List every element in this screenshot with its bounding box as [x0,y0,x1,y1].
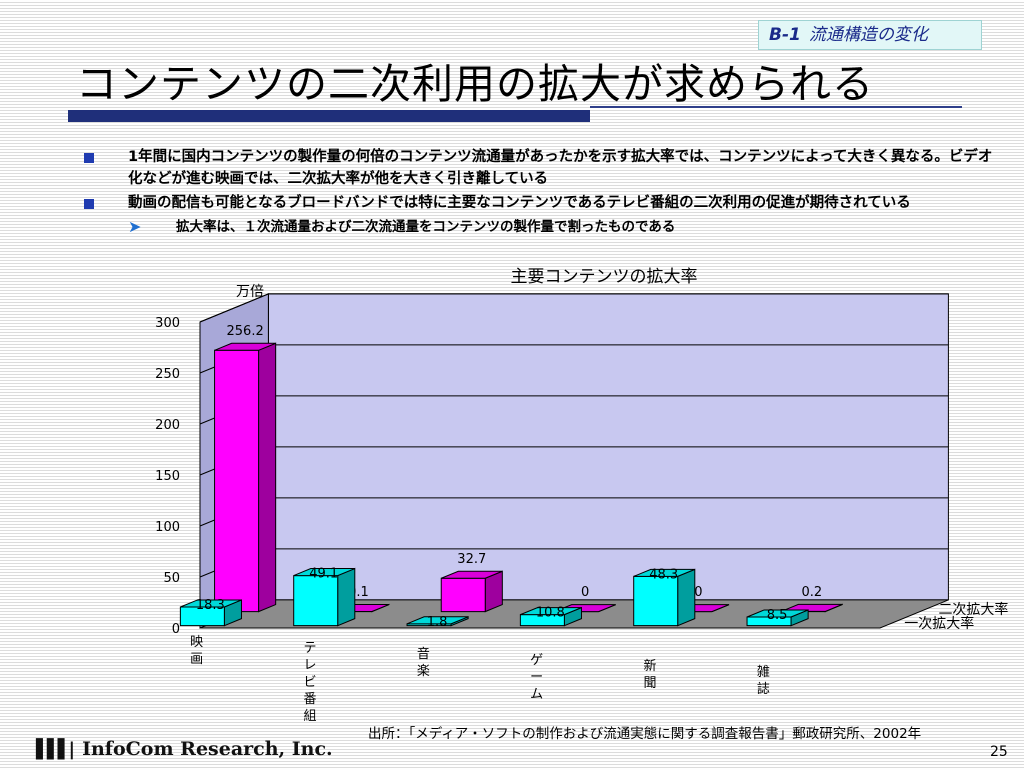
y-tick-label: 0 [172,622,180,637]
section-code: B-1 [769,25,801,45]
secondary-bar [214,342,277,613]
y-tick-label: 150 [155,469,180,484]
logo-bars-icon: ▌▌▌| [36,739,75,760]
bar-top-face [293,568,355,577]
category-label: 音楽 [417,646,430,679]
primary-bar [633,568,696,627]
bar-front-face [293,575,339,627]
bar-front-face [440,577,486,613]
bar-side-face [337,567,356,627]
arrow-bullet-icon: ➤ [128,217,142,236]
primary-bar [746,609,809,627]
bar-front-face [214,349,260,613]
bar-side-face [677,568,696,627]
y-tick-label: 300 [155,316,180,331]
section-tag: B-1 流通構造の変化 [758,20,982,50]
page-number: 25 [990,744,1008,760]
primary-bar [406,616,469,627]
bullet-item: 1年間に国内コンテンツの製作量の何倍のコンテンツ流通量があったかを示す拡大率では… [80,146,1000,190]
company-name: InfoCom Research, Inc. [82,738,333,760]
sub-bullet-item: ➤ 拡大率は、１次流通量および二次流通量をコンテンツの製作量で割ったものである [80,216,1000,238]
secondary-bar [440,570,503,613]
bar-top-face [520,607,582,616]
page-title: コンテンツの二次利用の拡大が求められる [76,60,874,108]
bar-top-face [441,570,503,579]
secondary-value-label: 32.7 [457,552,486,567]
y-tick-label: 100 [155,520,180,535]
primary-value-label: 10.8 [536,606,565,621]
category-label: テレビ番組 [303,641,316,724]
series-label-secondary: 二次拡大率 [938,601,1008,618]
category-label: 映画 [190,635,203,667]
bullet-text: 動画の配信も可能となるブロードバンドでは特に主要なコンテンツであるテレビ番組の二… [128,195,911,211]
secondary-value-label: 0.2 [801,585,822,600]
section-title: 流通構造の変化 [808,25,928,45]
bar-top-face [180,599,242,608]
y-tick-label: 50 [163,571,180,586]
secondary-value-label: 0 [581,585,589,600]
primary-value-label: 8.5 [767,608,788,623]
secondary-value-label: 0 [694,585,702,600]
primary-value-label: 1.8 [427,615,448,630]
bullet-list: 1年間に国内コンテンツの製作量の何倍のコンテンツ流通量があったかを示す拡大率では… [80,146,1000,238]
bar-side-face [258,342,277,613]
primary-value-label: 18.3 [196,598,225,613]
bar-front-face [633,575,679,627]
gridline [199,293,949,323]
title-underline-bar [68,110,590,122]
y-axis-label: 万倍 [236,284,264,300]
primary-value-label: 48.3 [649,567,678,582]
primary-bar [293,567,356,627]
bar-top-face [214,342,276,351]
source-note: 出所：「メディア・ソフトの制作および流通実態に関する調査報告書」郵政研究所、20… [368,726,922,742]
secondary-value-label: 256.2 [227,324,264,339]
bar-top-face [406,616,469,625]
sub-bullet-text: 拡大率は、１次流通量および二次流通量をコンテンツの製作量で割ったものである [176,219,676,235]
category-label: ゲーム [530,653,543,702]
category-label: 雑誌 [757,664,770,697]
title-underline-line [590,106,962,108]
category-label: 新聞 [643,658,656,691]
company-logo: ▌▌▌| InfoCom Research, Inc. [36,738,333,760]
primary-bar [179,599,242,627]
y-tick-label: 200 [155,418,180,433]
chart-title: 主要コンテンツの拡大率 [511,267,698,287]
bullet-text: 1年間に国内コンテンツの製作量の何倍のコンテンツ流通量があったかを示す拡大率では… [128,149,993,187]
primary-value-label: 49.1 [309,567,338,582]
series-label-primary: 一次拡大率 [904,615,974,632]
square-bullet-icon [84,153,94,163]
bar-top-face [633,568,695,577]
bar-top-face [746,609,809,618]
y-tick-label: 250 [155,367,180,382]
square-bullet-icon [84,199,94,209]
bullet-item: 動画の配信も可能となるブロードバンドでは特に主要なコンテンツであるテレビ番組の二… [80,192,1000,214]
primary-bar [519,606,582,627]
